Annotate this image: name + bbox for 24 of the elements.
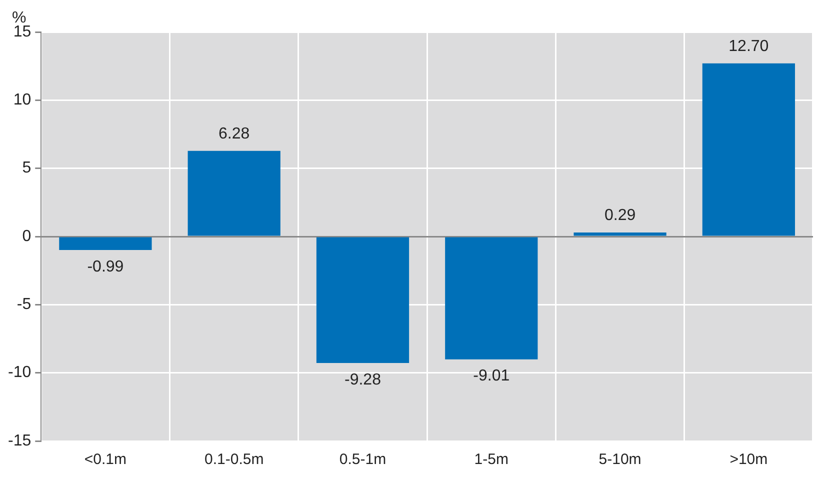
y-tick-label: 0 — [22, 228, 32, 245]
y-tick-label: -10 — [8, 364, 32, 382]
x-tick-label: 0.1-0.5m — [204, 451, 264, 468]
y-tick-label: 10 — [13, 92, 32, 109]
y-tick-label: -15 — [8, 432, 32, 450]
x-tick-label: 1-5m — [474, 451, 508, 468]
y-tick-label: -5 — [16, 296, 32, 314]
data-label: -9.28 — [344, 371, 382, 388]
bar — [316, 237, 410, 364]
bar — [59, 237, 152, 250]
data-label: 12.70 — [728, 38, 769, 55]
data-label: -0.99 — [87, 258, 124, 276]
data-label: 0.29 — [604, 206, 636, 224]
bar — [445, 237, 538, 360]
bar — [574, 232, 666, 236]
x-tick-label: 0.5-1m — [339, 451, 386, 468]
y-tick-label: 5 — [22, 160, 32, 177]
bar — [702, 63, 795, 236]
bar — [188, 150, 280, 236]
data-label: -9.01 — [473, 368, 510, 385]
x-tick-label: <0.1m — [84, 451, 127, 468]
data-label: 6.28 — [218, 125, 250, 142]
x-tick-label: >10m — [730, 451, 768, 468]
x-tick-label: 5-10m — [598, 451, 642, 468]
